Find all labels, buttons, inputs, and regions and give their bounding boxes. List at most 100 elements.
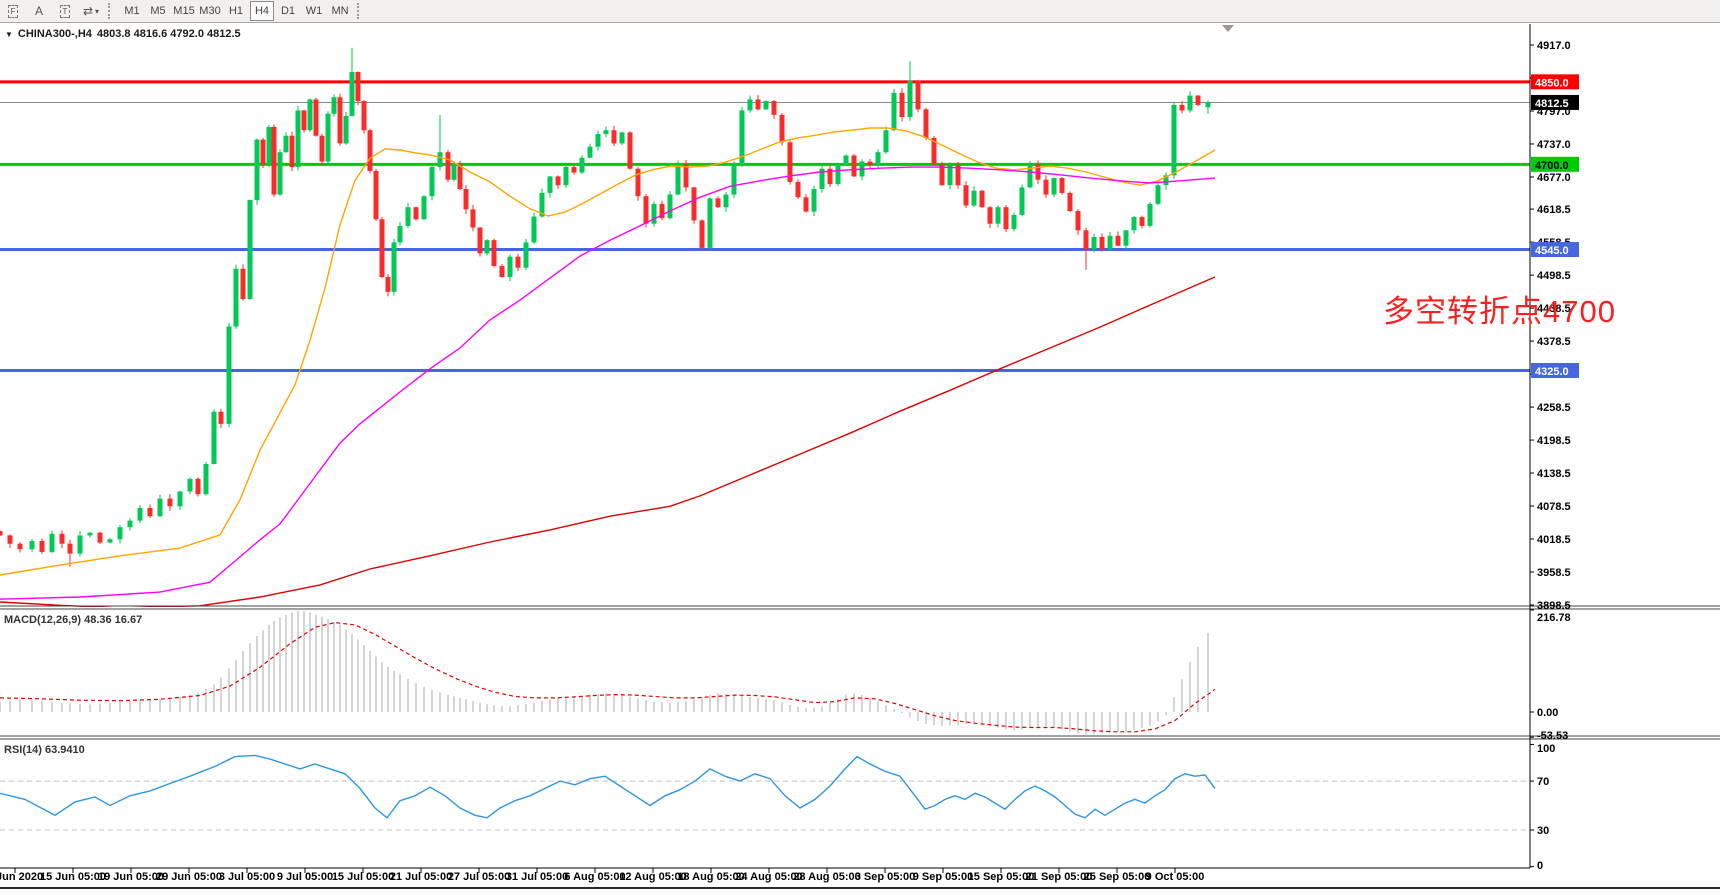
price-badge-4545.0	[1531, 242, 1579, 258]
time-tick-label: 31 Jul 05:00	[506, 871, 568, 883]
candle-body	[1083, 230, 1089, 250]
price-badge-label: 4850.0	[1535, 77, 1569, 89]
moving-average-mid	[0, 166, 1216, 600]
main-price-pane[interactable]	[0, 47, 1530, 608]
toolbar: F A T ⇄ ▾ M1 M5 M15 M30 H1 H4 D1 W1 MN	[0, 0, 1720, 23]
text-label-icon[interactable]: A	[34, 4, 43, 18]
time-tick-label: 9 Jun 2020	[0, 871, 43, 883]
candle-body	[39, 540, 45, 552]
time-tick-label: 15 Sep 05:00	[968, 871, 1035, 883]
timeframe-button-d1[interactable]: D1	[280, 5, 296, 17]
candle-body	[254, 139, 260, 201]
candle-body	[1205, 102, 1211, 108]
dropdown-caret-icon[interactable]: ▾	[95, 6, 100, 16]
candle-body	[1187, 95, 1193, 111]
candle-body	[211, 411, 217, 464]
candle-body	[603, 130, 609, 135]
candle-body	[491, 240, 497, 267]
candle-body	[843, 155, 849, 165]
candle-body	[939, 164, 945, 186]
candle-body	[667, 194, 673, 219]
candle-body	[405, 207, 411, 226]
timeframe-button-m15[interactable]: M15	[173, 5, 195, 17]
timeframe-button-h4[interactable]: H4	[250, 1, 274, 21]
candle-body	[547, 176, 553, 193]
timeframe-button-w1[interactable]: W1	[305, 5, 323, 17]
collapse-chart-icon[interactable]: ▼	[5, 29, 13, 39]
time-tick-label: 15 Jun 05:00	[40, 871, 106, 883]
time-tick-label: 21 Sep 05:00	[1026, 871, 1093, 883]
macd-tick-label: 216.78	[1537, 612, 1571, 624]
candle-body	[587, 146, 593, 158]
candle-body	[367, 130, 373, 171]
symbol-info-bar[interactable]: ▼ CHINA300-,H4 4803.8 4816.6 4792.0 4812…	[5, 28, 241, 40]
macd-pane[interactable]	[0, 610, 1216, 735]
timeframe-button-m5[interactable]: M5	[150, 5, 166, 17]
candle-body	[107, 539, 113, 543]
candle-body	[233, 268, 239, 327]
timeframe-button-h1[interactable]: H1	[228, 5, 244, 17]
rsi-tick-label: 70	[1537, 776, 1549, 788]
candle-body	[307, 99, 313, 131]
candle-body	[484, 240, 490, 254]
candle-body	[445, 152, 451, 180]
time-tick-label: 6 Aug 05:00	[564, 871, 625, 883]
candle-body	[361, 101, 367, 131]
candle-body	[457, 164, 463, 190]
candle-body	[923, 109, 929, 138]
candle-body	[429, 167, 435, 197]
candle-body	[337, 97, 343, 144]
candle-body	[373, 170, 379, 220]
candle-body	[277, 152, 283, 195]
arrows-tool-icon[interactable]: ⇄ ▾	[82, 4, 100, 18]
timeframe-button-m1[interactable]: M1	[124, 5, 140, 17]
price-tick-label: 4018.5	[1537, 534, 1571, 546]
candle-body	[555, 176, 561, 186]
time-tick-label: 15 Jul 05:00	[332, 871, 394, 883]
candle-body	[385, 277, 391, 292]
time-tick-label: 9 Sep 05:00	[913, 871, 974, 883]
candle-body	[595, 134, 601, 147]
candle-body	[437, 152, 443, 168]
candle-body	[771, 101, 777, 115]
chart-annotation-text: 多空转折点4700	[1383, 294, 1616, 329]
candle-body	[117, 527, 123, 540]
candle-body	[240, 268, 246, 300]
timeframe-button-mn[interactable]: MN	[331, 5, 349, 17]
candle-body	[731, 164, 737, 195]
candle-body	[137, 507, 143, 521]
candle-body	[289, 135, 295, 168]
candle-body	[955, 165, 961, 186]
candle-body	[619, 132, 625, 144]
time-tick-label: 24 Aug 05:00	[735, 871, 802, 883]
rsi-tick-label: 30	[1537, 825, 1549, 837]
candle-body	[707, 198, 713, 248]
chart-template-f-icon[interactable]: F	[1, 1, 25, 21]
price-tick-label: 4618.5	[1537, 204, 1571, 216]
price-tick-label: 3958.5	[1537, 567, 1571, 579]
time-tick-label: 25 Sep 05:00	[1084, 871, 1151, 883]
price-tick-label: 4378.5	[1537, 336, 1571, 348]
text-box-icon[interactable]: T	[53, 1, 77, 21]
price-badge-4325.0	[1531, 362, 1579, 378]
candle-body	[325, 113, 331, 162]
chart-shift-marker-icon[interactable]	[1222, 25, 1234, 32]
candle-body	[49, 533, 55, 552]
symbol-label: CHINA300-,H4	[17, 28, 92, 40]
candle-body	[331, 97, 337, 114]
candle-body	[1115, 235, 1121, 246]
candle-body	[851, 155, 857, 177]
toolbar-grip[interactable]	[108, 3, 115, 19]
candle-body	[691, 187, 697, 221]
toolbar-grip[interactable]	[357, 3, 364, 19]
timeframe-button-m30[interactable]: M30	[199, 5, 221, 17]
macd-tick-label: -53.53	[1537, 730, 1568, 742]
rsi-line	[0, 754, 1216, 819]
rsi-pane[interactable]	[0, 754, 1530, 831]
rsi-value: 63.9410	[44, 744, 85, 756]
candle-body	[611, 130, 617, 144]
price-tick-label: 4078.5	[1537, 501, 1571, 513]
time-tick-label: 29 Jun 05:00	[156, 871, 222, 883]
